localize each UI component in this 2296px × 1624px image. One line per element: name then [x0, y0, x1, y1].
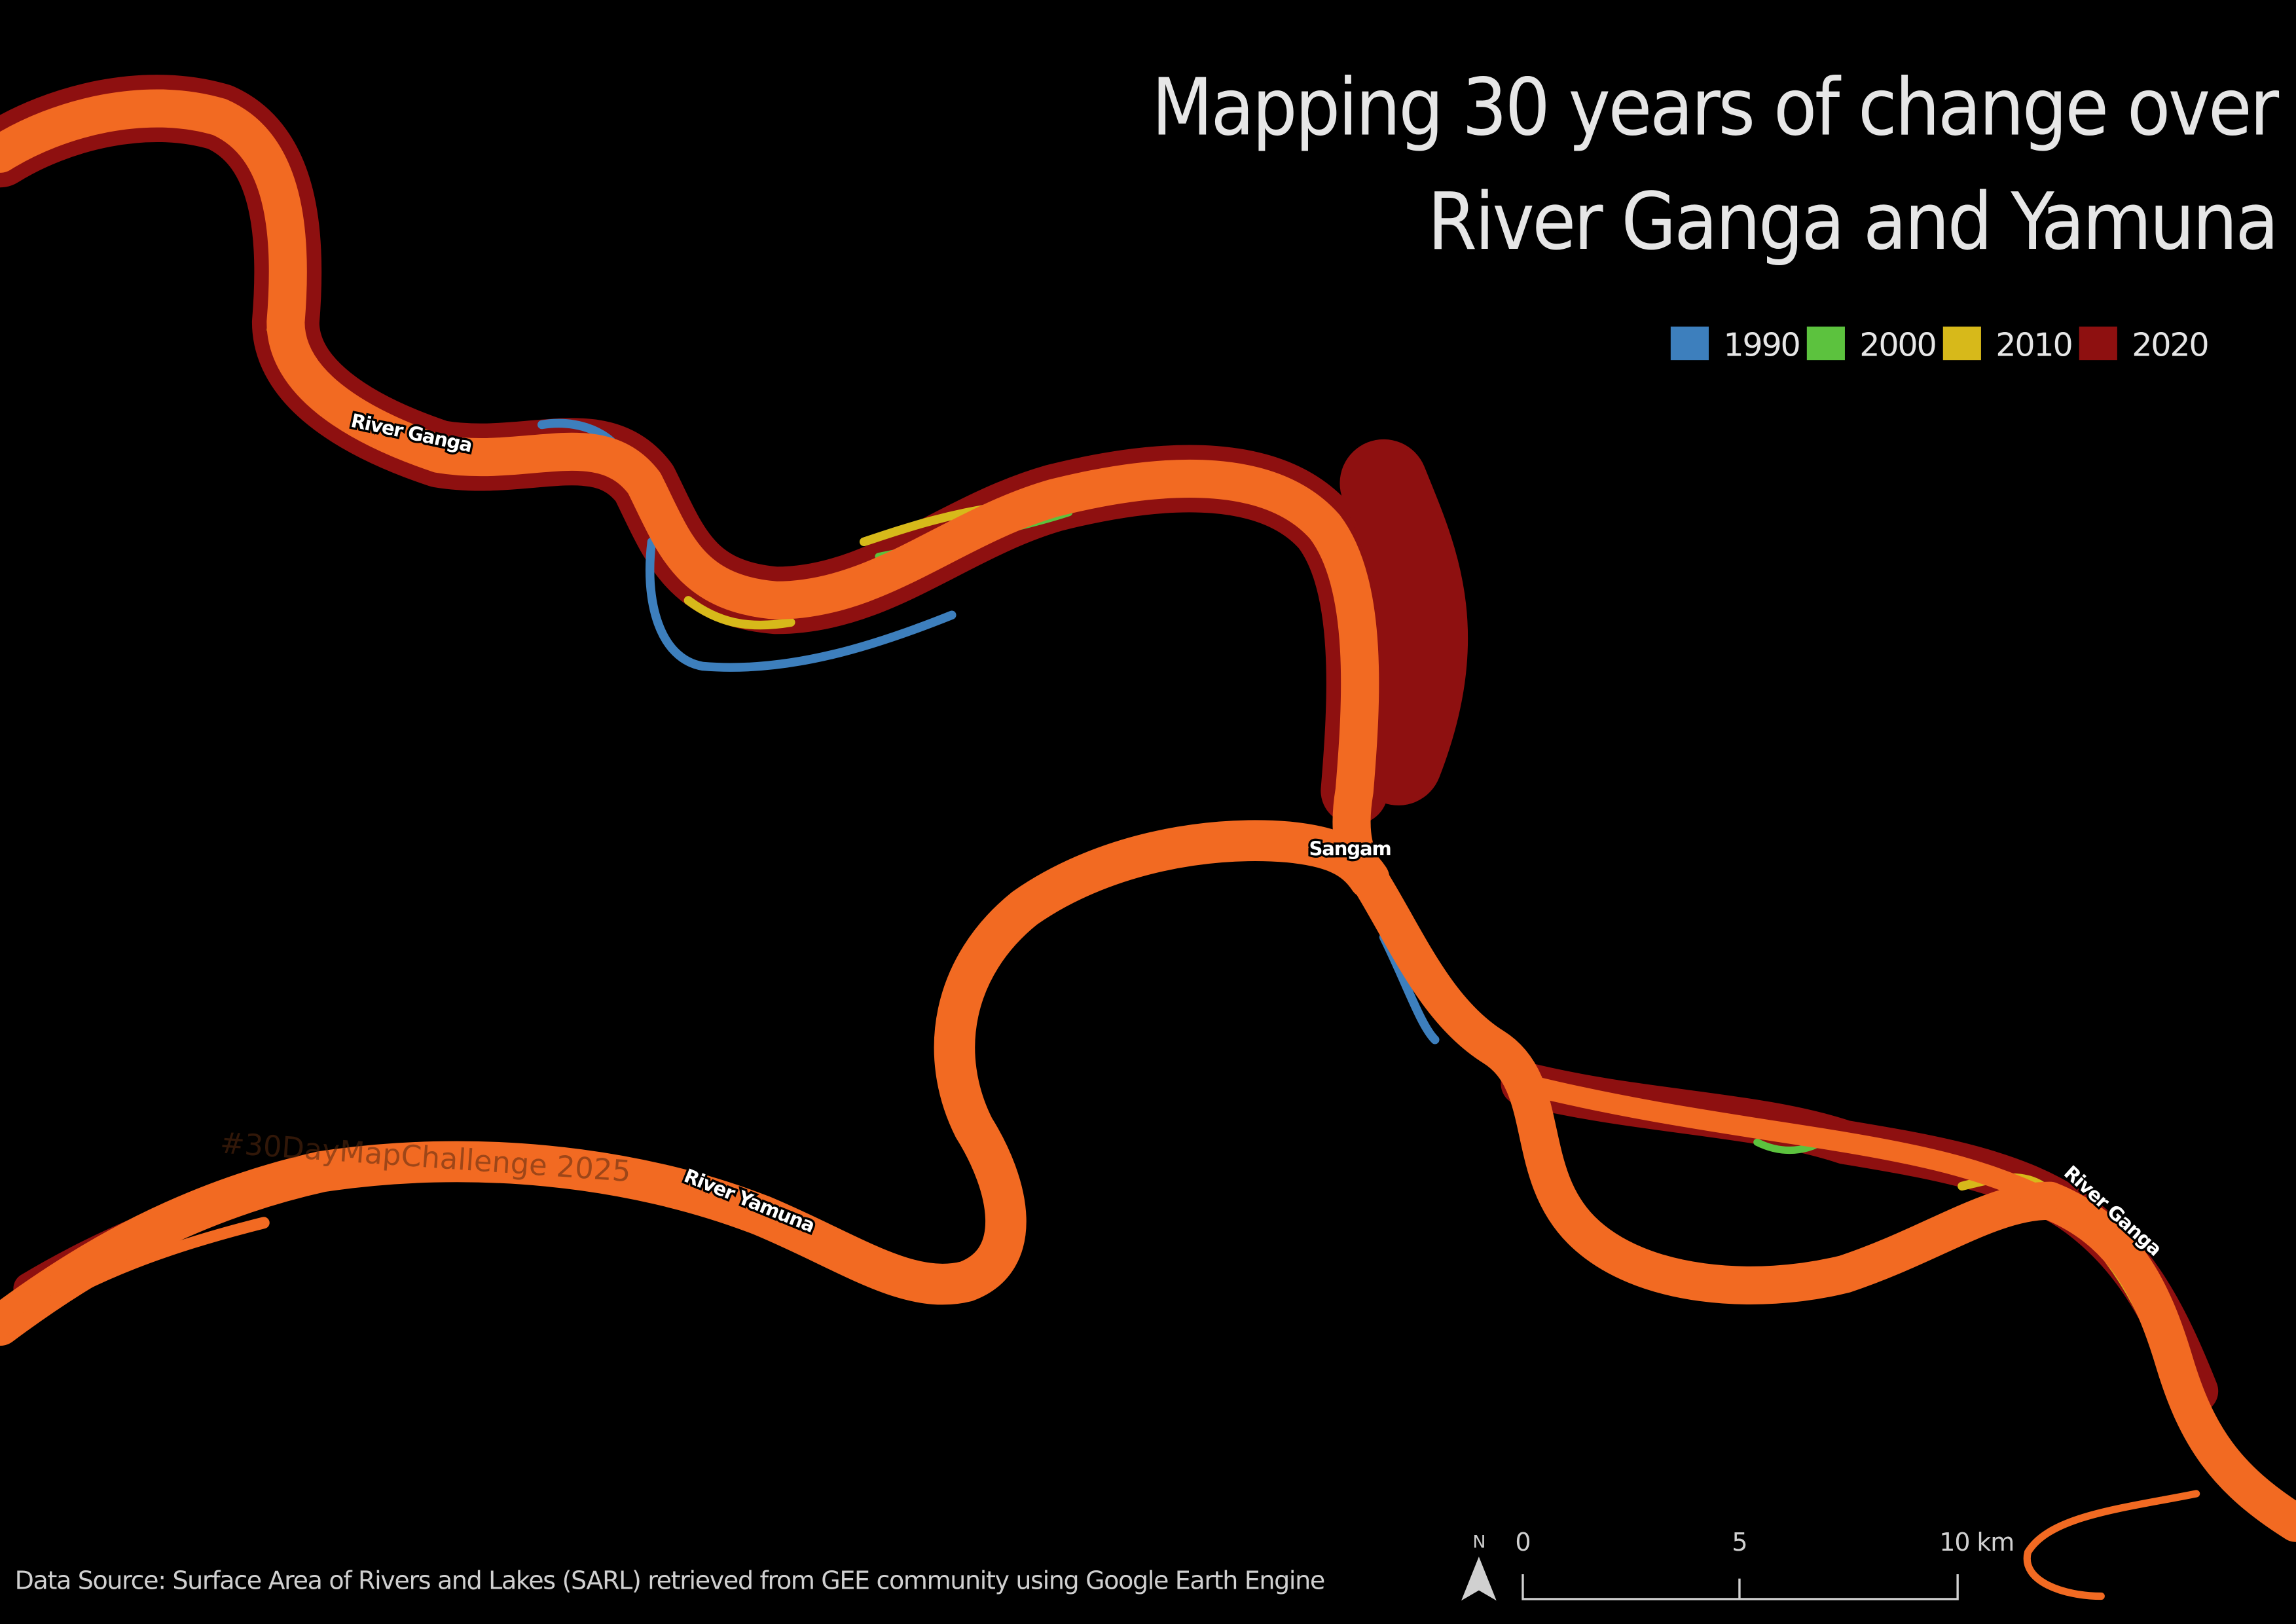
- scale-label: 10 km: [1939, 1528, 2014, 1557]
- north-label: N: [1472, 1532, 1485, 1553]
- scale-bar-line: [1522, 1574, 1959, 1600]
- legend-label: 2000: [1859, 325, 1935, 363]
- river-yamuna-braid: [9, 1217, 270, 1331]
- river-tributary: [2023, 1490, 2200, 1600]
- river-yamuna: [0, 820, 1390, 1346]
- river-ganga: [0, 89, 2296, 1542]
- place-label: Sangam: [1309, 838, 1391, 860]
- north-arrow: N: [1461, 1532, 1497, 1601]
- rivers: [0, 75, 2296, 1600]
- legend-swatch: [1942, 326, 1981, 361]
- legend-swatch: [1670, 326, 1709, 361]
- scale-label: 5: [1732, 1528, 1747, 1557]
- scale-bar: [1522, 1574, 1959, 1600]
- legend-swatch: [2079, 326, 2117, 361]
- river-2020-fringe: [1339, 439, 1468, 805]
- legend-swatch: [1806, 326, 1845, 361]
- legend: 1990 2000 2010 2020: [1670, 325, 2210, 363]
- north-arrow-icon: [1461, 1557, 1497, 1601]
- title-line: Mapping 30 years of change over: [1152, 62, 2279, 154]
- river-ganga-channel: [1512, 1073, 2060, 1211]
- scale-label: 0: [1515, 1528, 1530, 1557]
- data-source: Data Source: Surface Area of Rivers and …: [15, 1566, 1324, 1595]
- legend-label: 1990: [1723, 325, 1799, 363]
- legend-label: 2010: [1995, 325, 2071, 363]
- legend-label: 2020: [2132, 325, 2208, 363]
- title-line: River Ganga and Yamuna: [1428, 176, 2277, 268]
